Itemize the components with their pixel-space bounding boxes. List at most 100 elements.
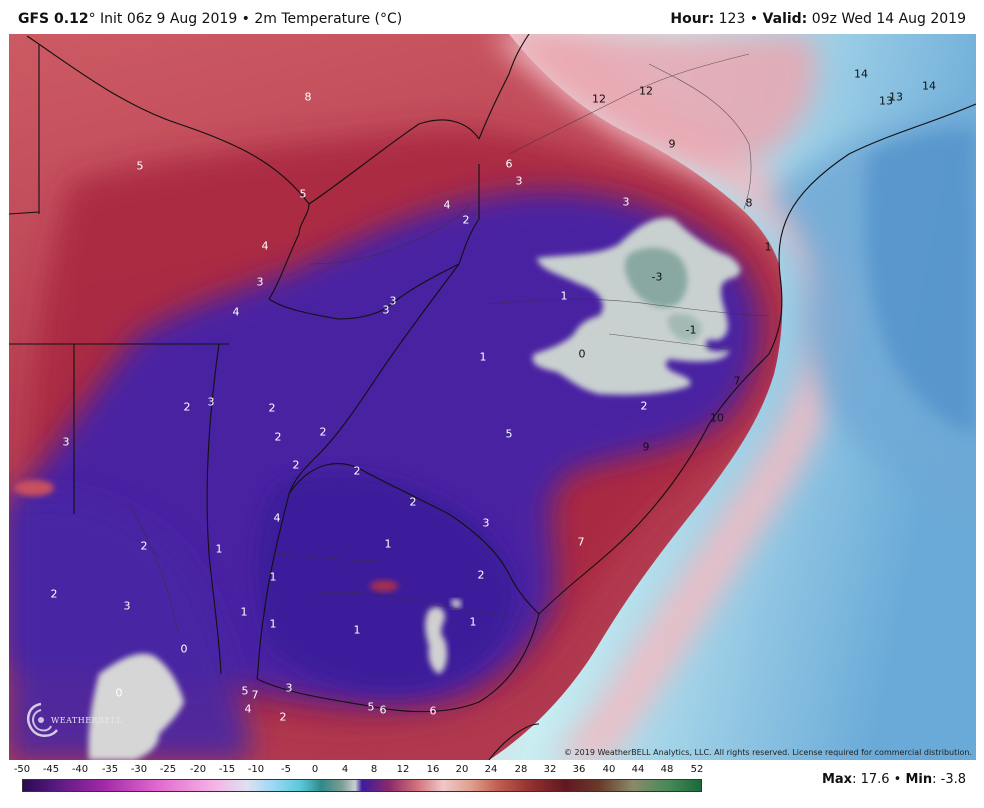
scale-tick-label: 48 [660,764,674,775]
temperature-label: 2 [183,400,191,414]
border-py-ar [268,233,390,320]
scale-tick-label: 20 [455,764,469,775]
scale-tick-label: -10 [247,764,265,775]
temperature-label: 3 [622,195,630,209]
temperature-label: 5 [299,187,307,201]
temperature-label: 3 [382,303,390,317]
min-label: Min [905,772,933,787]
state-border [648,63,752,210]
weatherbell-logo: WEATHERBELL [21,700,122,744]
temperature-label: 1 [353,623,361,637]
temperature-label: 8 [304,90,312,104]
cold-ocean-deep [865,129,976,434]
border-brazil-west [478,34,530,140]
temperature-label: 4 [232,305,240,319]
scale-tick-label: -15 [218,764,236,775]
temperature-label: 3 [285,681,293,695]
coast-brazil [538,103,976,615]
temperature-label: 5 [367,700,375,714]
temperature-label: 9 [642,440,650,454]
coast-rio [488,723,540,760]
temperature-label: 3 [207,395,215,409]
forecast-valid-time: Hour: 123 • Valid: 09z Wed 14 Aug 2019 [670,11,966,27]
coast-south [256,613,540,713]
temperature-label: 2 [279,710,287,724]
border-chaco [206,343,222,675]
state-border [488,298,770,317]
border-paraguay [308,119,480,205]
temperature-map: 8 5 5 4 3 4 4 2 3 3 6 3 12 12 9 14 13 13 14 8 1 3 -3 1 -1 0 1 7 2 10 5… [9,34,976,760]
temperature-label: 2 [140,539,148,553]
temperature-label: 3 [482,516,490,530]
scale-tick-label: 32 [543,764,557,775]
logo-swirl-icon [27,702,58,737]
freezing-core [624,247,688,308]
scale-tick-label: -40 [71,764,89,775]
init-text: Init 06z 9 Aug 2019 • 2m Temperature (°C… [95,11,403,27]
temperature-label: 1 [560,289,568,303]
freezing-patch-uy [425,607,447,674]
color-scale: -50 -45 -40 -35 -30 -25 -20 -15 -10 -5 0 4 8 12 16 20 24… [0,760,984,808]
border-arg-inner [9,44,229,514]
degree-symbol: ° [88,11,96,27]
temperature-label: 2 [50,587,58,601]
scale-tick-label: 52 [690,764,704,775]
temperature-label: 2 [319,425,327,439]
scale-tick-label: 0 [311,764,319,775]
scale-tick-label: -35 [101,764,119,775]
temperature-label: 1 [269,617,277,631]
state-border [268,553,390,561]
scale-tick-label: 12 [396,764,410,775]
scale-tick-label: -25 [159,764,177,775]
temperature-label: 1 [764,240,772,254]
temperature-label: 4 [443,198,451,212]
temperature-label: 12 [639,84,653,98]
scale-tick-label: 16 [426,764,440,775]
scale-tick-label: -5 [281,764,291,775]
temperature-label: 0 [180,642,188,656]
freezing-patch [532,217,741,395]
temperature-label: 2 [477,568,485,582]
temperature-label: 4 [261,239,269,253]
temperature-label: 1 [269,570,277,584]
model-name: GFS 0.12 [18,11,89,27]
state-borders [128,53,770,635]
state-border [308,591,520,620]
state-border [308,203,470,265]
map-header: GFS 0.12° Init 06z 9 Aug 2019 • 2m Tempe… [0,0,984,34]
hour-label: Hour: [670,11,715,27]
temperature-label: 2 [292,458,300,472]
temperature-label: 14 [922,79,936,93]
temperature-label: 6 [379,703,387,717]
temperature-label: 1 [384,537,392,551]
temperature-label: 3 [256,275,264,289]
scale-tick-label: 4 [341,764,349,775]
temperature-label: 2 [353,464,361,478]
purple-west [9,496,249,760]
copyright-notice: © 2019 WeatherBELL Analytics, LLC. All r… [564,748,972,757]
colorbar [22,779,702,792]
border-ar-br [288,263,460,495]
temperature-label: 0 [578,347,586,361]
temperature-label: 9 [668,137,676,151]
state-border [128,503,180,635]
temperature-label: 1 [479,350,487,364]
scale-tick-label: -50 [13,764,31,775]
temperature-label: 2 [268,401,276,415]
temperature-label: 13 [889,90,903,104]
ne-warm [509,34,817,165]
freezing-core-2 [667,313,702,342]
scale-tick-label: 8 [370,764,378,775]
scale-tick-label: -45 [42,764,60,775]
temperature-label: 13 [879,94,893,108]
valid-label: Valid: [762,11,808,27]
scale-tick-label: 28 [514,764,528,775]
hour-value: 123 • [714,11,763,27]
scale-tick-label: 44 [631,764,645,775]
temperature-label: 6 [505,157,513,171]
temperature-label: 3 [515,174,523,188]
temperature-label: 5 [505,427,513,441]
scale-tick-label: 24 [484,764,498,775]
max-label: Max [821,772,853,787]
temperature-label: 1 [469,615,477,629]
